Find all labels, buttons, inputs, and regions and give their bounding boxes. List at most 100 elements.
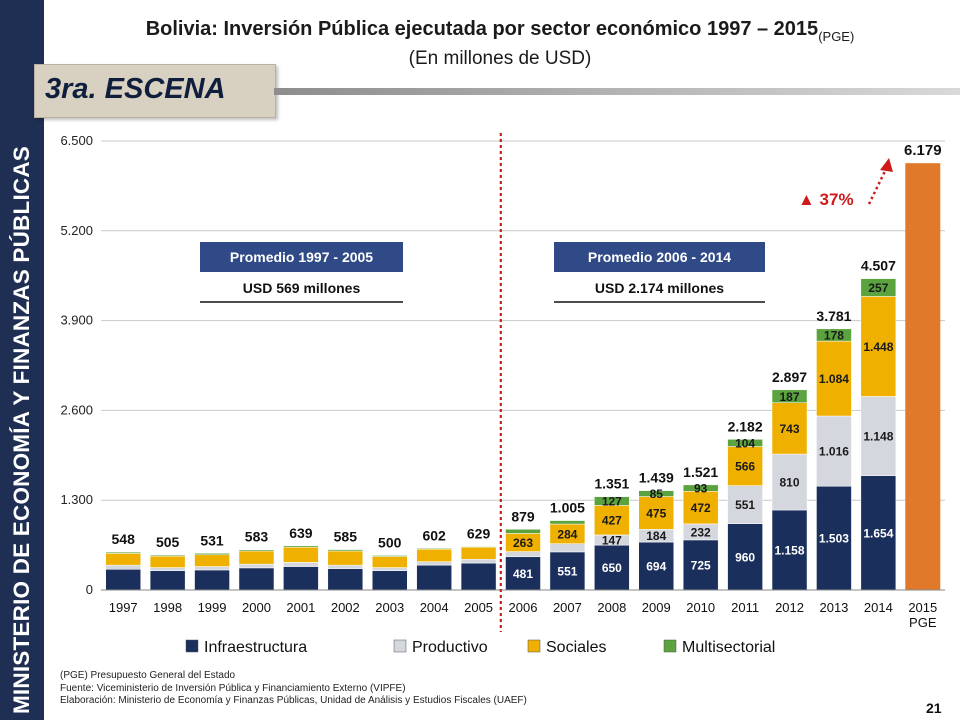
segment-label: 725 <box>691 558 711 572</box>
bar-total-label: 3.781 <box>816 308 851 324</box>
y-tick-label: 3.900 <box>60 313 93 328</box>
bar-segment <box>105 551 141 554</box>
bar-segment <box>727 439 763 447</box>
bar-segment <box>816 485 852 591</box>
x-tick-label: 2005 <box>464 600 493 615</box>
bar-segment <box>149 570 186 591</box>
segment-label: 187 <box>780 390 800 404</box>
bar-segment <box>194 569 230 591</box>
page-number: 21 <box>926 700 942 716</box>
x-tick-label: 2002 <box>331 600 360 615</box>
bar-total-label: 531 <box>200 532 224 548</box>
title-text: Bolivia: Inversión Pública ejecutada por… <box>145 18 819 40</box>
bar-segment <box>771 509 808 591</box>
bar-segment <box>283 545 319 548</box>
investment-chart: 0 1.300 2.600 3.900 5.200 6.500 6.179 481 263 551… <box>60 133 945 656</box>
bar-segment <box>638 541 675 591</box>
bar-segment <box>505 529 541 534</box>
bar-total-label: 1.351 <box>594 476 629 492</box>
bar-segment <box>371 555 408 557</box>
page-title: Bolivia: Inversión Pública ejecutada por… <box>60 18 940 44</box>
bar-total-label: 583 <box>245 529 269 545</box>
footnote-source: Fuente: Viceministerio de Inversión Públ… <box>60 682 406 694</box>
bar-segment <box>771 389 808 403</box>
bar-segment <box>460 559 497 564</box>
bar-segment <box>594 496 630 506</box>
bar-segment <box>816 415 852 487</box>
segment-label: 481 <box>513 567 533 581</box>
x-tick-label: 2004 <box>420 600 449 615</box>
bar-segment <box>860 278 897 297</box>
sidebar: MINISTERIO DE ECONOMÍA Y FINANZAS PÚBLIC… <box>0 0 44 720</box>
x-tick-label: 2000 <box>242 600 271 615</box>
x-tick-label: PGE <box>909 615 937 630</box>
bar-segment <box>238 549 275 552</box>
bar-segment <box>327 564 364 569</box>
footnote-elaboration: Elaboración: Ministerio de Economía y Fi… <box>60 695 527 707</box>
segment-label: 85 <box>650 487 664 501</box>
segment-label: 472 <box>691 501 711 515</box>
average-2006-2014-value: USD 2.174 millones <box>595 280 724 296</box>
x-tick-label: 2003 <box>375 600 404 615</box>
x-tick-label: 1998 <box>153 600 182 615</box>
bar-total-label: 2.182 <box>728 418 763 434</box>
segment-label: 263 <box>513 536 533 550</box>
legend-swatch <box>663 639 677 653</box>
bar-segment <box>638 490 675 497</box>
bar-segment <box>238 563 275 569</box>
growth-arrow-line <box>867 166 889 205</box>
bar-segment <box>594 505 630 536</box>
legend-label: Sociales <box>546 639 606 656</box>
segment-label: 178 <box>824 328 844 342</box>
growth-annotation: ▲ 37% <box>798 190 854 209</box>
segment-label: 284 <box>557 527 577 541</box>
bar-total-label: 585 <box>334 529 358 545</box>
bar-segment <box>327 568 364 591</box>
segment-label: 184 <box>646 529 666 543</box>
bar-segment <box>327 550 364 566</box>
segment-label: 1.654 <box>863 526 893 540</box>
bar-segment <box>771 402 808 455</box>
x-tick-label: 2010 <box>686 600 715 615</box>
page-subtitle: (En millones de USD) <box>408 48 592 69</box>
bar-segment <box>727 446 763 486</box>
average-1997-2005-title: Promedio 1997 - 2005 <box>230 249 373 265</box>
x-tick-label: 2008 <box>597 600 626 615</box>
bar-segment <box>149 567 186 571</box>
x-tick-label: 2007 <box>553 600 582 615</box>
average-1997-2005-value: USD 569 millones <box>243 280 361 296</box>
segment-label: 1.084 <box>819 372 849 386</box>
segment-label: 650 <box>602 561 622 575</box>
bar-segment <box>682 491 719 525</box>
y-tick-label: 6.500 <box>60 133 93 148</box>
pge-bar <box>905 163 941 590</box>
segment-label: 232 <box>691 525 711 539</box>
x-tick-label: 2013 <box>819 600 848 615</box>
bar-segment <box>371 567 408 571</box>
bar-segment <box>105 564 141 570</box>
segment-label: 427 <box>602 514 622 528</box>
bar-segment <box>283 546 319 563</box>
bar-segment <box>460 546 497 548</box>
bar-segment <box>105 553 141 566</box>
bar-segment <box>416 564 452 591</box>
scene-label: 3ra. ESCENA <box>45 73 226 105</box>
bar-segment <box>371 570 408 591</box>
bar-segment <box>682 539 719 591</box>
bar-segment <box>860 396 897 476</box>
bar-segment <box>416 548 452 562</box>
bar-segment <box>682 484 719 492</box>
header-rule <box>274 88 960 95</box>
bar-total-label: 1.439 <box>639 470 674 486</box>
footnote-pge: (PGE) Presupuesto General del Estado <box>60 670 236 681</box>
bar-segment <box>149 554 186 557</box>
segment-label: 475 <box>646 506 666 520</box>
bar-segment <box>283 566 319 591</box>
x-tick-label: 2006 <box>509 600 538 615</box>
y-tick-label: 1.300 <box>60 492 93 507</box>
legend-swatch <box>527 639 541 653</box>
segment-label: 1.148 <box>863 430 893 444</box>
bar-total-label: 602 <box>422 527 446 543</box>
segment-label: 1.448 <box>863 340 893 354</box>
x-tick-label: 2001 <box>286 600 315 615</box>
